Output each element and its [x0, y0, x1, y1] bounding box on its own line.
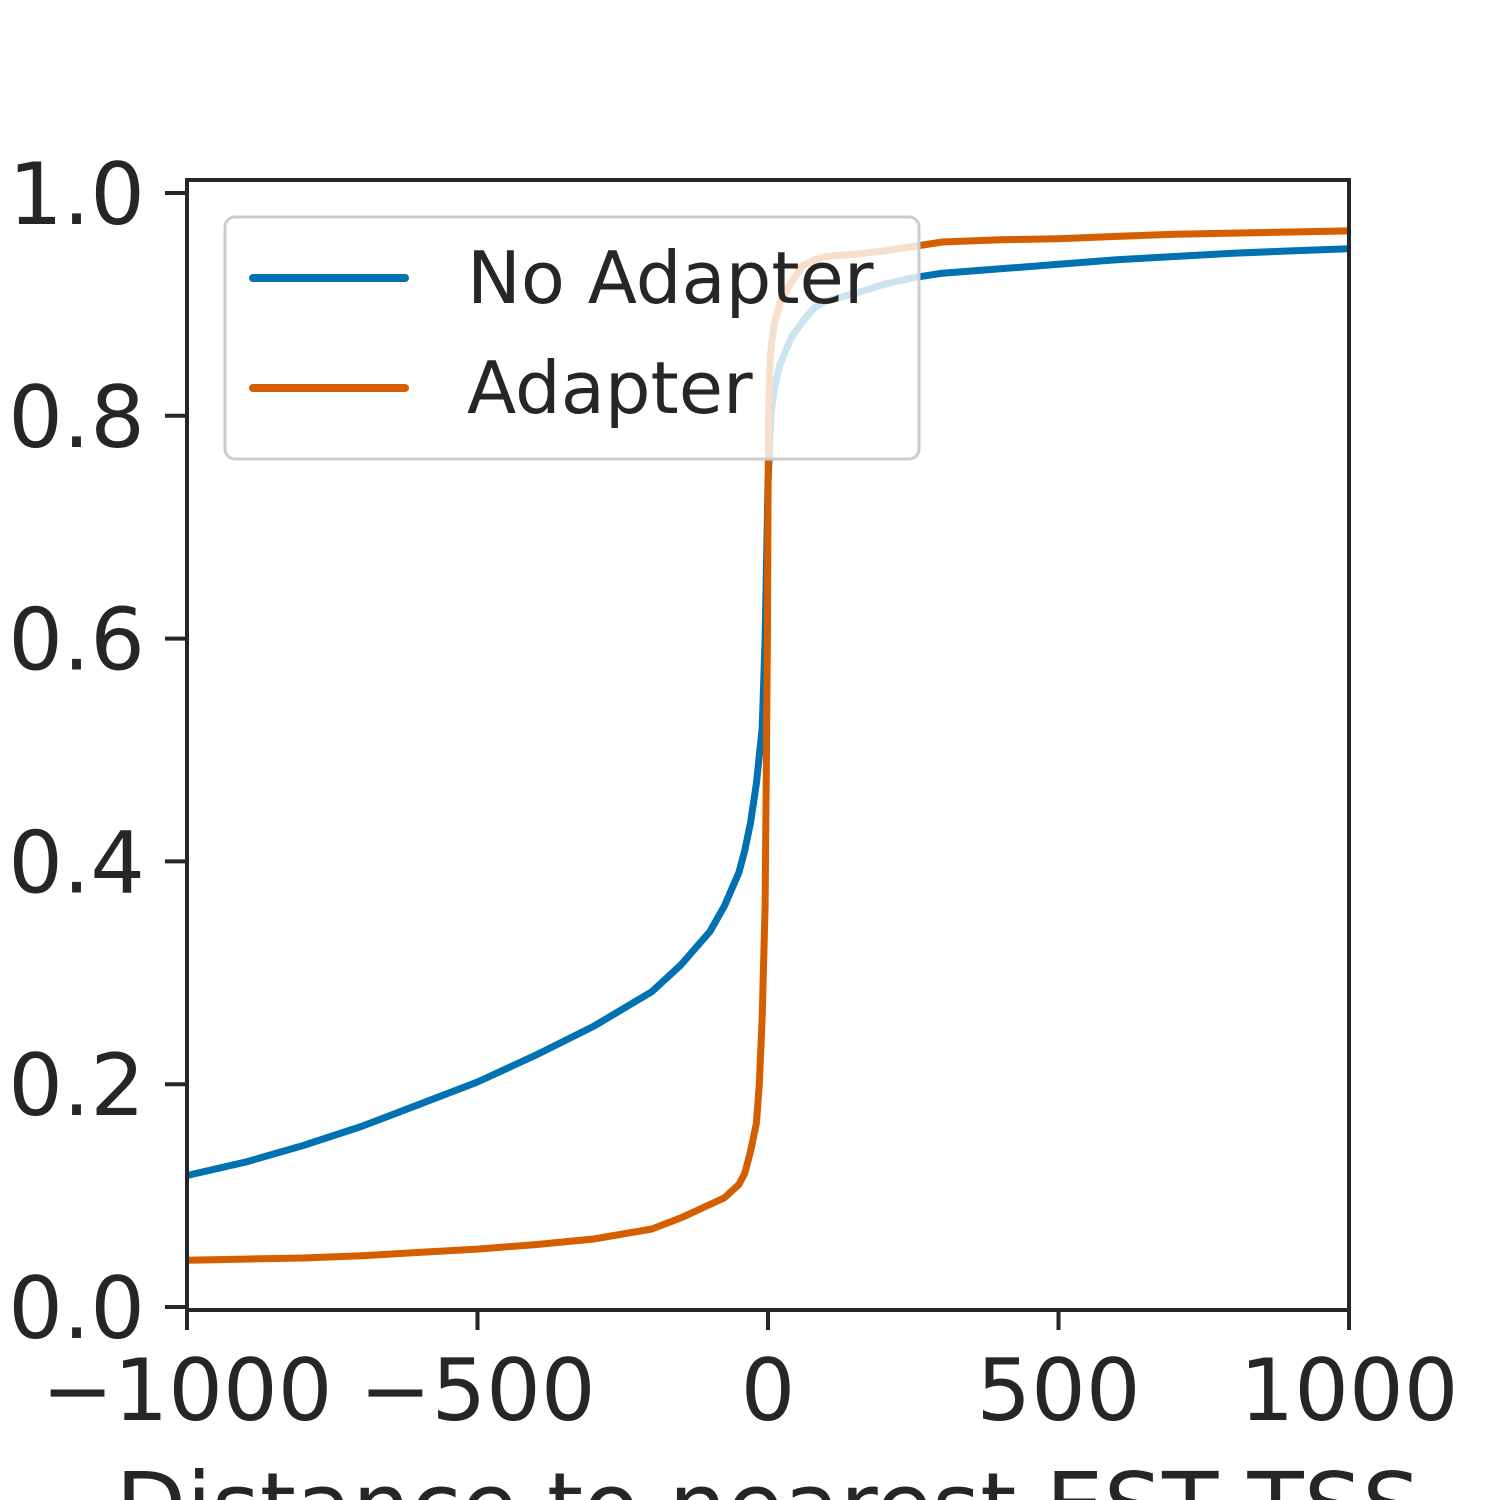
x-axis-label: Distance to nearest EST TSS	[115, 1453, 1420, 1500]
y-tick-label: 0.4	[8, 813, 145, 913]
series-line-adapter	[186, 227, 1350, 1264]
legend-label-no-adapter: No Adapter	[467, 236, 874, 320]
y-tick-label: 0.0	[8, 1259, 145, 1359]
x-tick-label: −1000	[42, 1341, 333, 1441]
y-tick-label: 0.2	[8, 1036, 145, 1136]
legend-label-adapter: Adapter	[467, 346, 753, 430]
tick-layer: −1000 −500 0 500 1000 0.0 0.2 0.4 0.6 0.8 1.0	[8, 145, 1458, 1441]
y-tick-label: 0.6	[8, 591, 145, 691]
x-tick-label: −500	[359, 1341, 595, 1441]
x-tick-label: 500	[976, 1341, 1140, 1441]
x-tick-label: 1000	[1240, 1341, 1459, 1441]
series-layer	[186, 227, 1350, 1264]
plot-frame	[185, 178, 1351, 1312]
y-tick-label: 0.8	[8, 368, 145, 468]
y-tick-label: 1.0	[8, 145, 145, 245]
legend: No Adapter Adapter	[223, 215, 921, 461]
x-tick-label: 0	[741, 1341, 796, 1441]
